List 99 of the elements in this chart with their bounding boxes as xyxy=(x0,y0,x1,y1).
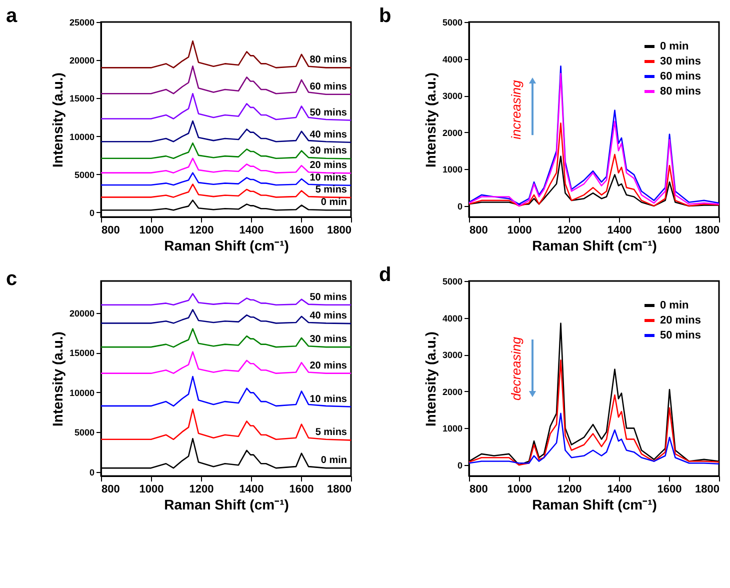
series-label: 0 min xyxy=(320,197,347,208)
x-tick-label: 1400 xyxy=(607,484,632,496)
line-series xyxy=(468,412,720,465)
x-tick-label: 1000 xyxy=(139,224,164,236)
y-tick-label: 0 xyxy=(457,460,462,470)
x-tick-label: 1800 xyxy=(327,224,352,236)
y-tick-label: 2000 xyxy=(442,386,462,397)
x-tick-label: 1400 xyxy=(239,224,264,236)
x-tick-label: 1200 xyxy=(557,484,582,496)
x-tick-label: 1800 xyxy=(695,484,720,496)
y-tick-label: 5000 xyxy=(442,276,462,286)
line-series xyxy=(100,40,352,68)
y-axis-title: Intensity (a.u.) xyxy=(422,332,438,426)
y-tick-label: 3000 xyxy=(442,350,462,360)
line-series xyxy=(100,92,352,121)
x-tick-label: 1800 xyxy=(695,224,720,236)
x-tick-label: 800 xyxy=(470,484,488,496)
y-axis-title: Intensity (a.u.) xyxy=(49,72,66,168)
series-label: 10 mins xyxy=(310,394,348,405)
series-label: 5 mins xyxy=(315,184,348,196)
y-tick-label: 5000 xyxy=(74,170,94,180)
y-tick-label: 0 xyxy=(457,201,462,212)
chart-title: d xyxy=(378,264,392,286)
x-axis-title: Raman Shift (cm⁻¹) xyxy=(164,238,289,254)
line-series xyxy=(100,376,352,408)
legend-label: 50 mins xyxy=(660,330,701,342)
annotation: decreasing xyxy=(508,336,524,401)
annotation: increasing xyxy=(508,79,524,140)
line-series xyxy=(100,328,352,348)
x-tick-label: 1200 xyxy=(557,224,582,236)
y-tick-label: 5000 xyxy=(74,428,94,438)
legend-label: 0 min xyxy=(660,300,690,312)
x-axis-title: Raman Shift (cm⁻¹) xyxy=(164,496,289,512)
series-label: 50 mins xyxy=(310,292,348,303)
x-tick-label: 1400 xyxy=(239,484,264,496)
y-tick-label: 20000 xyxy=(69,308,94,318)
y-tick-label: 0 xyxy=(89,208,94,218)
y-axis-title: Intensity (a.u.) xyxy=(49,332,66,426)
legend-label: 30 mins xyxy=(660,56,701,68)
legend-label: 80 mins xyxy=(660,86,701,98)
x-tick-label: 1600 xyxy=(657,224,682,236)
line-series xyxy=(100,158,352,174)
x-tick-label: 1400 xyxy=(607,224,632,236)
y-tick-label: 15000 xyxy=(69,348,94,358)
line-series xyxy=(100,184,352,198)
y-tick-label: 25000 xyxy=(69,18,94,28)
chart-title: a xyxy=(6,5,18,27)
x-tick-label: 1200 xyxy=(189,484,214,496)
y-tick-label: 1000 xyxy=(442,424,462,434)
x-tick-label: 800 xyxy=(470,224,488,236)
line-series xyxy=(100,408,352,441)
y-tick-label: 2000 xyxy=(442,128,462,138)
line-series xyxy=(100,172,352,186)
y-tick-label: 0 xyxy=(89,468,94,478)
series-label: 0 min xyxy=(320,455,347,466)
y-tick-label: 1000 xyxy=(442,164,462,175)
x-axis-title: Raman Shift (cm⁻¹) xyxy=(532,496,657,512)
series-label: 20 mins xyxy=(310,160,348,172)
series-label: 60 mins xyxy=(310,81,348,92)
series-label: 20 mins xyxy=(310,360,348,372)
y-tick-label: 3000 xyxy=(442,91,462,102)
series-label: 30 mins xyxy=(310,334,348,346)
legend-label: 20 mins xyxy=(660,314,701,326)
y-tick-label: 20000 xyxy=(69,56,94,66)
y-tick-label: 4000 xyxy=(442,54,462,64)
x-tick-label: 1000 xyxy=(139,484,164,496)
x-tick-label: 1600 xyxy=(289,224,314,236)
y-tick-label: 10000 xyxy=(69,388,94,398)
legend-label: 60 mins xyxy=(660,70,701,82)
y-tick-label: 4000 xyxy=(442,313,462,324)
series-label: 30 mins xyxy=(310,146,348,157)
line-series xyxy=(100,309,352,324)
line-series xyxy=(100,66,352,96)
x-tick-label: 1000 xyxy=(507,224,532,236)
line-series xyxy=(100,293,352,306)
x-tick-label: 1000 xyxy=(507,484,532,496)
x-tick-label: 1200 xyxy=(189,224,214,236)
line-series xyxy=(100,120,352,143)
y-tick-label: 5000 xyxy=(442,18,462,28)
x-tick-label: 1600 xyxy=(289,484,314,496)
y-tick-label: 15000 xyxy=(69,94,94,104)
chart-title: b xyxy=(378,5,392,27)
x-tick-label: 1600 xyxy=(657,484,682,496)
series-label: 50 mins xyxy=(310,107,348,118)
y-tick-label: 10000 xyxy=(69,132,94,142)
line-series xyxy=(100,351,352,374)
series-label: 40 mins xyxy=(310,310,348,322)
chart-title: c xyxy=(6,268,18,290)
line-series xyxy=(100,142,352,160)
series-label: 10 mins xyxy=(310,172,348,184)
y-axis-title: Intensity (a.u.) xyxy=(422,72,438,168)
x-axis-title: Raman Shift (cm⁻¹) xyxy=(532,238,657,254)
series-label: 5 mins xyxy=(315,427,348,438)
x-tick-label: 800 xyxy=(102,484,120,496)
legend-label: 0 min xyxy=(660,40,690,52)
x-tick-label: 800 xyxy=(102,224,120,236)
series-label: 40 mins xyxy=(310,129,348,140)
x-tick-label: 1800 xyxy=(327,484,352,496)
series-label: 80 mins xyxy=(310,54,348,66)
